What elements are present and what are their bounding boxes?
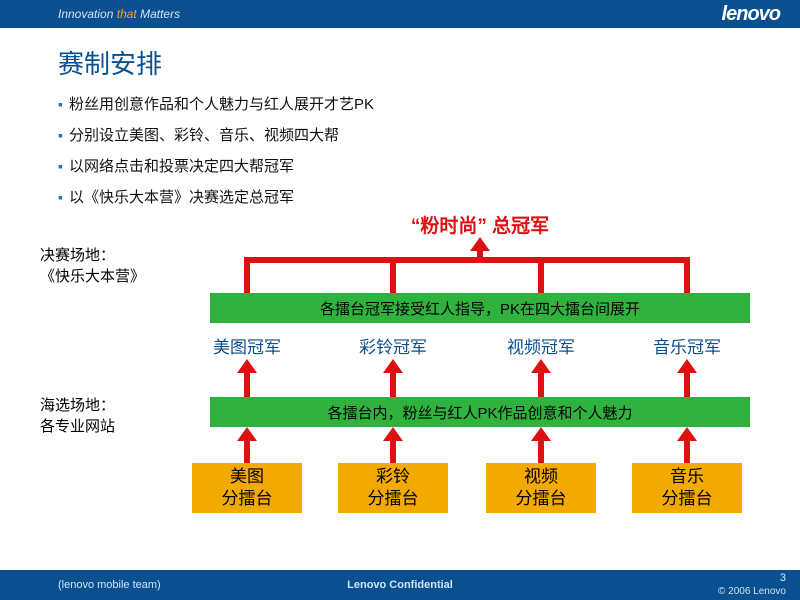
stage-box: 彩铃 分擂台 xyxy=(338,463,448,513)
side-finals-label: 决赛场地： 《快乐大本营》 xyxy=(40,245,180,287)
tagline-a: Innovation xyxy=(58,7,113,21)
connector-top xyxy=(244,257,690,263)
bullet-item: 粉丝用创意作品和个人魅力与红人展开才艺PK xyxy=(58,93,760,114)
tagline-b: that xyxy=(117,7,137,21)
winner-label: 美图冠军 xyxy=(192,337,302,359)
side-prelim-label: 海选场地： 各专业网站 xyxy=(40,395,180,437)
connector-vert xyxy=(244,257,250,293)
winner-label: 视频冠军 xyxy=(486,337,596,359)
stage-box: 视频 分擂台 xyxy=(486,463,596,513)
footer-left: (lenovo mobile team) xyxy=(58,579,161,591)
green-bar-top: 各擂台冠军接受红人指导，PK在四大擂台间展开 xyxy=(210,293,750,323)
stage-box: 音乐 分擂台 xyxy=(632,463,742,513)
champion-label: “粉时尚” 总冠军 xyxy=(360,215,600,240)
tagline: Innovation that Matters xyxy=(58,7,180,21)
stage-box: 美图 分擂台 xyxy=(192,463,302,513)
topbar: Innovation that Matters lenovo xyxy=(0,0,800,28)
green-bar-bottom: 各擂台内，粉丝与红人PK作品创意和个人魅力 xyxy=(210,397,750,427)
page-title: 赛制安排 xyxy=(58,44,760,81)
flow-diagram: “粉时尚” 总冠军决赛场地： 《快乐大本营》海选场地： 各专业网站 各擂台冠军接受… xyxy=(0,215,800,545)
footer: (lenovo mobile team) Lenovo Confidential… xyxy=(0,570,800,600)
tagline-c: Matters xyxy=(140,7,180,21)
connector-vert xyxy=(538,257,544,293)
footer-mid: Lenovo Confidential xyxy=(347,579,453,591)
bullet-item: 以《快乐大本营》决赛选定总冠军 xyxy=(58,186,760,207)
winner-label: 音乐冠军 xyxy=(632,337,742,359)
winner-label: 彩铃冠军 xyxy=(338,337,448,359)
bullet-list: 粉丝用创意作品和个人魅力与红人展开才艺PK 分别设立美图、彩铃、音乐、视频四大帮以… xyxy=(58,93,760,207)
connector-vert xyxy=(390,257,396,293)
content: 赛制安排 粉丝用创意作品和个人魅力与红人展开才艺PK 分别设立美图、彩铃、音乐、视… xyxy=(0,28,800,207)
connector-vert xyxy=(684,257,690,293)
bullet-item: 以网络点击和投票决定四大帮冠军 xyxy=(58,155,760,176)
footer-right: 3 © 2006 Lenovo xyxy=(718,572,786,597)
page-number: 3 xyxy=(718,572,786,585)
bullet-item: 分别设立美图、彩铃、音乐、视频四大帮 xyxy=(58,124,760,145)
copyright: © 2006 Lenovo xyxy=(718,586,786,598)
lenovo-logo: lenovo xyxy=(722,3,780,26)
